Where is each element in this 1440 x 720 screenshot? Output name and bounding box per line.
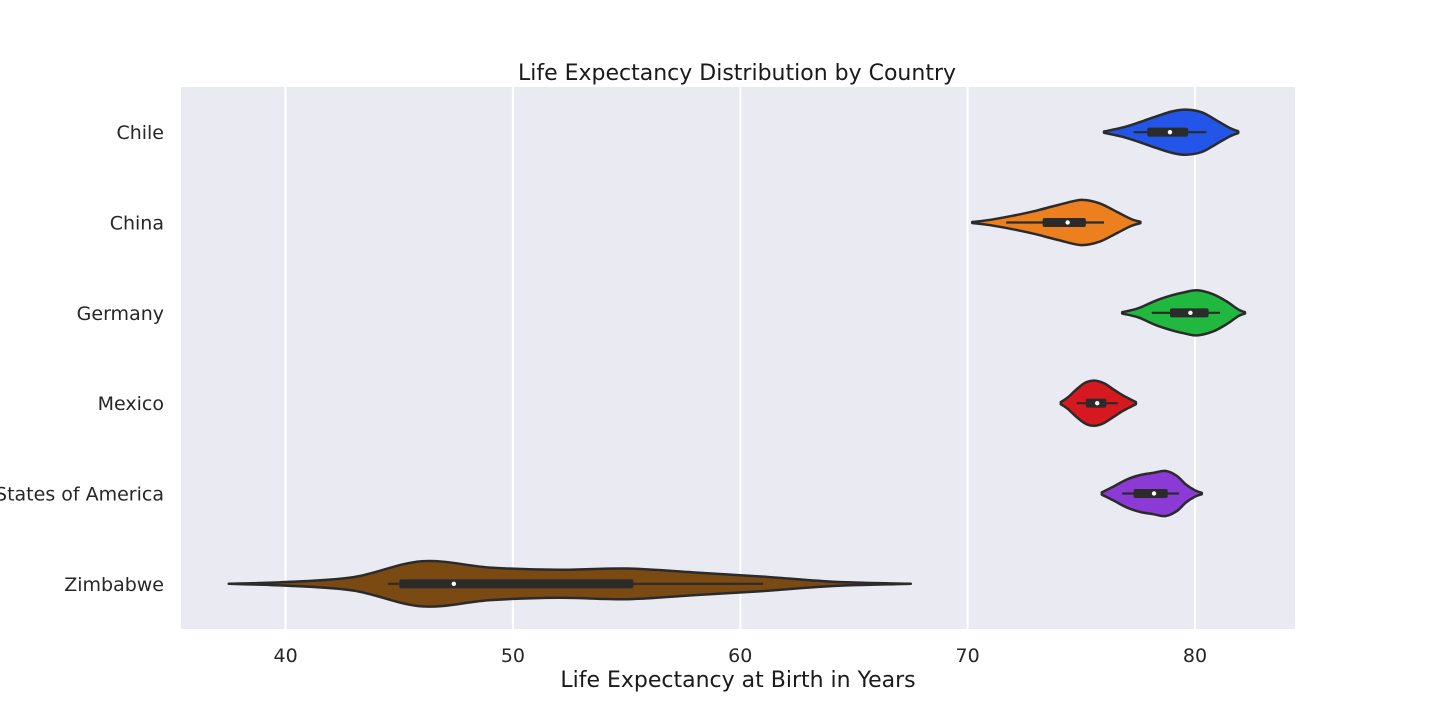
- chart-title: Life Expectancy Distribution by Country: [518, 61, 956, 86]
- gridlines: [284, 87, 1196, 629]
- violin-0: [1102, 108, 1240, 157]
- violin-median-marker-2: [1188, 310, 1193, 316]
- x-tick-label-60: 60: [728, 645, 752, 667]
- violin-iqr-box-0: [1147, 127, 1189, 137]
- violin-median-marker-0: [1167, 129, 1173, 135]
- violin-1: [970, 198, 1142, 247]
- x-tick-label-50: 50: [501, 645, 525, 667]
- y-tick-label-4: United States of America: [0, 484, 164, 506]
- violin-iqr-box-4: [1133, 489, 1168, 498]
- violin-3: [1059, 379, 1138, 427]
- violin-median-marker-4: [1151, 491, 1157, 496]
- x-axis-label: Life Expectancy at Birth in Years: [560, 668, 915, 693]
- violin-iqr-box-5: [399, 579, 634, 589]
- x-tick-labels: 40 50 60 70 80: [273, 645, 1207, 667]
- violin-4: [1100, 469, 1204, 518]
- y-tick-label-2: Germany: [77, 303, 164, 325]
- violins: [227, 108, 1247, 608]
- violin-5: [227, 559, 913, 608]
- y-tick-label-5: Zimbabwe: [64, 574, 164, 596]
- y-tick-label-3: Mexico: [98, 393, 164, 415]
- y-tick-label-0: Chile: [116, 122, 164, 144]
- x-tick-label-70: 70: [956, 645, 980, 667]
- violin-median-marker-3: [1095, 400, 1100, 406]
- y-tick-label-1: China: [110, 213, 164, 235]
- violin-2: [1120, 288, 1247, 337]
- plot-area: [181, 87, 1295, 629]
- y-tick-labels: Chile China Germany Mexico United States of …: [0, 122, 164, 596]
- x-tick-label-80: 80: [1183, 645, 1207, 667]
- violin-median-marker-1: [1065, 220, 1070, 225]
- x-tick-label-40: 40: [273, 645, 297, 667]
- violin-median-marker-5: [451, 581, 457, 587]
- violin-iqr-box-1: [1042, 218, 1086, 227]
